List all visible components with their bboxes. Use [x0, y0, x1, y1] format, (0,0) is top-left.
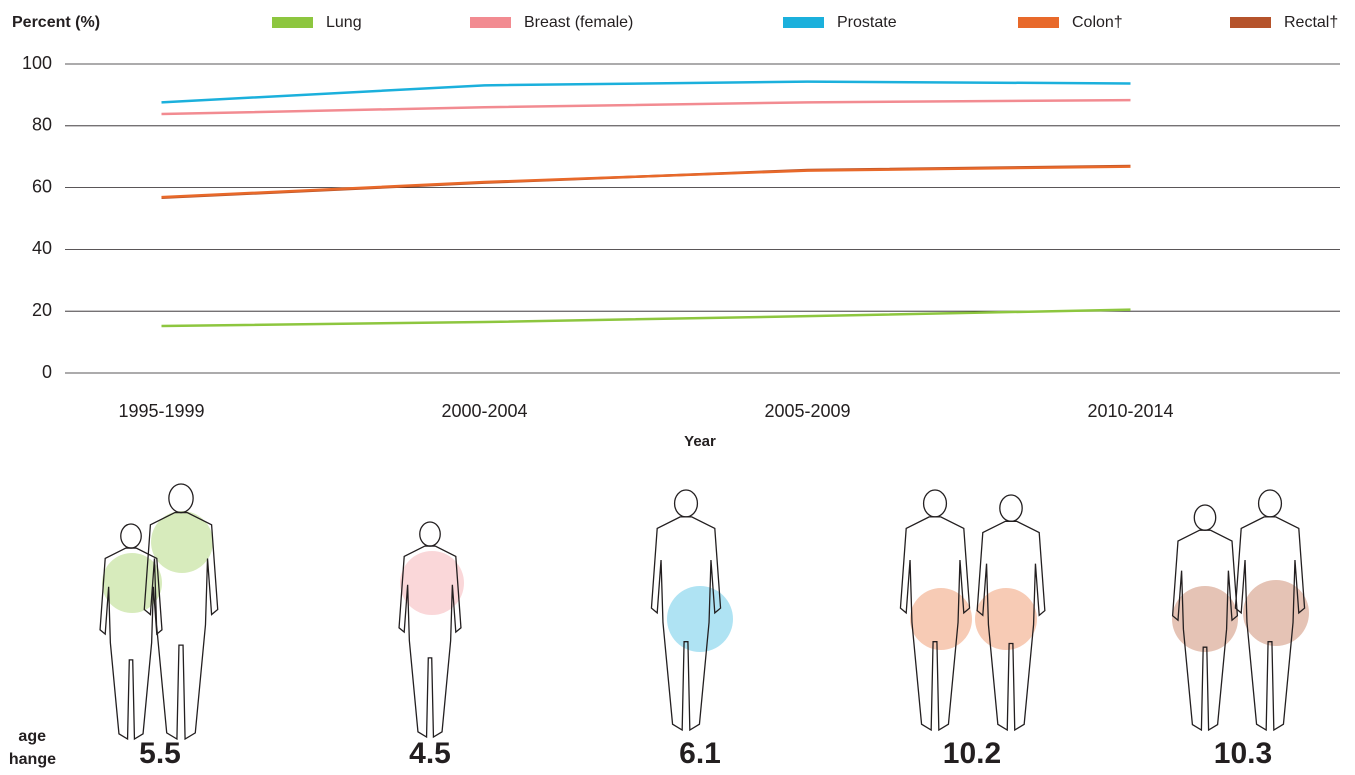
change-label: age — [18, 728, 46, 745]
x-tick-label: 2005-2009 — [764, 401, 850, 421]
line — [161, 98, 1131, 116]
line — [161, 80, 1131, 104]
figure-head — [419, 521, 441, 547]
organ-highlight — [975, 588, 1037, 650]
figure-head — [120, 523, 142, 549]
x-tick-label: 2000-2004 — [441, 401, 527, 421]
figure-body — [1234, 516, 1306, 732]
percent-change: 6.1 — [679, 737, 721, 770]
percent-change: 4.5 — [409, 737, 451, 770]
legend-label: Lung — [326, 14, 362, 31]
legend-label: Colon† — [1072, 14, 1123, 31]
figure-body — [143, 511, 219, 741]
figure-head — [922, 489, 948, 518]
y-tick-label: 40 — [32, 238, 52, 258]
figure-head — [168, 483, 194, 514]
x-tick-label: 2010-2014 — [1087, 401, 1173, 421]
change-label: hange — [9, 751, 56, 768]
figure-body — [899, 516, 971, 732]
organ-highlight — [400, 551, 464, 615]
y-axis-title: Percent (%) — [12, 14, 100, 31]
figure-head — [999, 494, 1023, 522]
legend-swatch — [272, 17, 313, 28]
figure-body — [976, 520, 1046, 732]
percent-change: 10.3 — [1214, 737, 1272, 770]
legend-swatch — [1230, 17, 1271, 28]
figure-body — [650, 516, 722, 732]
y-tick-label: 100 — [22, 53, 52, 73]
figure-head — [1257, 489, 1283, 518]
legend-swatch — [783, 17, 824, 28]
figure-head — [1193, 504, 1217, 531]
line — [161, 165, 1131, 199]
legend-label: Rectal† — [1284, 14, 1338, 31]
y-tick-label: 80 — [32, 115, 52, 135]
figure-body — [1171, 529, 1239, 732]
figure-body — [398, 545, 462, 739]
legend-swatch — [470, 17, 511, 28]
legend-label: Breast (female) — [524, 14, 633, 31]
y-tick-label: 0 — [42, 362, 52, 382]
line — [161, 164, 1131, 200]
organ-highlight — [1172, 586, 1238, 652]
figure-body — [99, 547, 163, 741]
legend-label: Prostate — [837, 14, 897, 31]
y-tick-label: 20 — [32, 300, 52, 320]
y-tick-label: 60 — [32, 176, 52, 196]
organ-highlight — [151, 511, 213, 573]
line — [161, 308, 1131, 328]
figure-head — [673, 489, 699, 518]
percent-change: 5.5 — [139, 737, 181, 770]
x-tick-label: 1995-1999 — [118, 401, 204, 421]
organ-highlight — [667, 586, 733, 652]
percent-change: 10.2 — [943, 737, 1001, 770]
x-axis-title: Year — [684, 433, 716, 450]
legend-swatch — [1018, 17, 1059, 28]
